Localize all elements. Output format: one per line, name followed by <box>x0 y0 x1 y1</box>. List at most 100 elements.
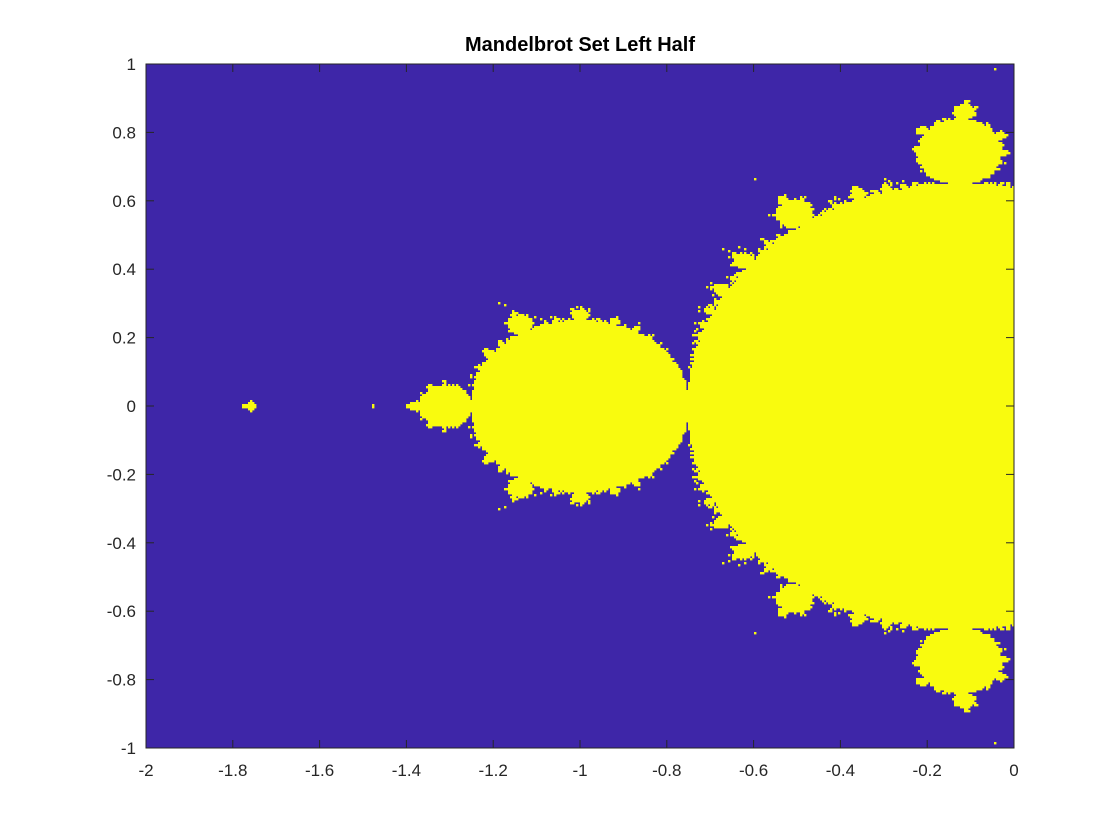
set-cell-run <box>714 510 1014 513</box>
set-cell-run <box>1000 680 1003 683</box>
set-cell-run <box>786 226 799 229</box>
set-cell-run <box>420 392 423 395</box>
set-cell-run <box>698 310 701 313</box>
set-cell-run <box>690 368 1014 371</box>
set-cell-run <box>914 146 1003 149</box>
set-cell-run <box>718 506 1014 509</box>
set-cell-run <box>924 182 927 185</box>
set-cell-run <box>428 390 467 393</box>
x-tick-label: -1.2 <box>479 761 508 780</box>
set-cell-run <box>738 276 1014 279</box>
set-cell-run <box>768 562 1014 565</box>
set-cell-run <box>796 582 1014 585</box>
set-cell-run <box>562 492 565 495</box>
set-cell-run <box>986 122 989 125</box>
set-cell-run <box>688 426 1014 429</box>
set-cell-run <box>426 424 461 427</box>
set-cell-run <box>598 320 603 323</box>
set-cell-run <box>956 694 973 697</box>
set-cell-run <box>1006 628 1011 631</box>
set-cell-run <box>472 414 1014 417</box>
set-cell-run <box>474 444 679 447</box>
set-cell-run <box>428 384 433 387</box>
set-cell-run <box>780 222 1014 225</box>
set-cell-run <box>474 428 687 431</box>
set-cell-run <box>478 368 681 371</box>
set-cell-run <box>250 410 253 413</box>
set-cell-run <box>834 602 1014 605</box>
set-cell-run <box>776 600 813 603</box>
set-cell-run <box>484 348 489 351</box>
set-cell-run <box>694 356 1014 359</box>
set-cell-run <box>776 212 813 215</box>
set-cell-run <box>752 556 755 559</box>
set-cell-run <box>744 558 747 561</box>
set-cell-run <box>648 334 651 337</box>
set-cell-run <box>428 426 433 429</box>
y-tick-label: 1 <box>127 55 136 74</box>
set-cell-run <box>848 196 865 199</box>
set-cell-run <box>718 304 1014 307</box>
set-cell-run <box>588 308 591 311</box>
set-cell-run <box>604 320 607 323</box>
set-cell-run <box>702 490 705 493</box>
set-cell-run <box>760 572 765 575</box>
set-cell-run <box>474 388 687 391</box>
set-cell-run <box>696 468 1014 471</box>
set-cell-run <box>510 338 653 341</box>
set-cell-run <box>710 494 1014 497</box>
set-cell-run <box>828 200 833 203</box>
set-cell-run <box>776 218 1014 221</box>
set-cell-run <box>484 458 669 461</box>
set-cell-run <box>744 248 747 251</box>
set-cell-run <box>482 364 679 367</box>
set-cell-run <box>712 314 1014 317</box>
set-cell-run <box>932 182 935 185</box>
set-cell-run <box>794 612 797 615</box>
set-cell-run <box>890 184 893 187</box>
set-cell-run <box>496 350 667 353</box>
set-cell-run <box>690 362 1014 365</box>
set-cell-run <box>714 290 1014 293</box>
set-cell-run <box>730 534 737 537</box>
set-cell-run <box>834 614 837 617</box>
x-tick-label: -0.4 <box>826 761 855 780</box>
set-cell-run <box>734 282 1014 285</box>
set-cell-run <box>832 204 1014 207</box>
set-cell-run <box>694 322 697 325</box>
set-cell-run <box>780 220 1014 223</box>
set-cell-run <box>888 630 891 633</box>
set-cell-run <box>534 484 627 487</box>
set-cell-run <box>474 366 679 369</box>
set-cell-run <box>730 532 1014 535</box>
set-cell-run <box>742 540 1014 543</box>
set-cell-run <box>694 454 1014 457</box>
set-cell-run <box>820 598 1014 601</box>
set-cell-run <box>728 250 731 253</box>
set-cell-run <box>710 528 713 531</box>
set-cell-run <box>832 604 1014 607</box>
set-cell-run <box>804 614 807 617</box>
set-cell-run <box>512 494 529 497</box>
set-cell-run <box>506 342 657 345</box>
set-cell-run <box>926 636 991 639</box>
set-cell-run <box>832 206 1014 209</box>
set-cell-run <box>758 254 1014 257</box>
set-cell-run <box>928 628 931 631</box>
set-cell-run <box>610 322 621 325</box>
set-cell-run <box>930 682 993 685</box>
set-cell-run <box>540 324 617 327</box>
set-cell-run <box>882 190 1014 193</box>
set-cell-run <box>764 568 773 571</box>
set-cell-run <box>986 688 989 691</box>
set-cell-run <box>242 406 257 409</box>
set-cell-run <box>924 676 1009 679</box>
set-cell-run <box>850 190 865 193</box>
set-cell-run <box>688 422 1014 425</box>
set-cell-run <box>248 402 255 405</box>
set-cell-run <box>768 596 771 599</box>
set-cell-run <box>616 316 619 319</box>
set-cell-run <box>850 620 865 623</box>
set-cell-run <box>708 320 1014 323</box>
set-cell-run <box>696 346 1014 349</box>
